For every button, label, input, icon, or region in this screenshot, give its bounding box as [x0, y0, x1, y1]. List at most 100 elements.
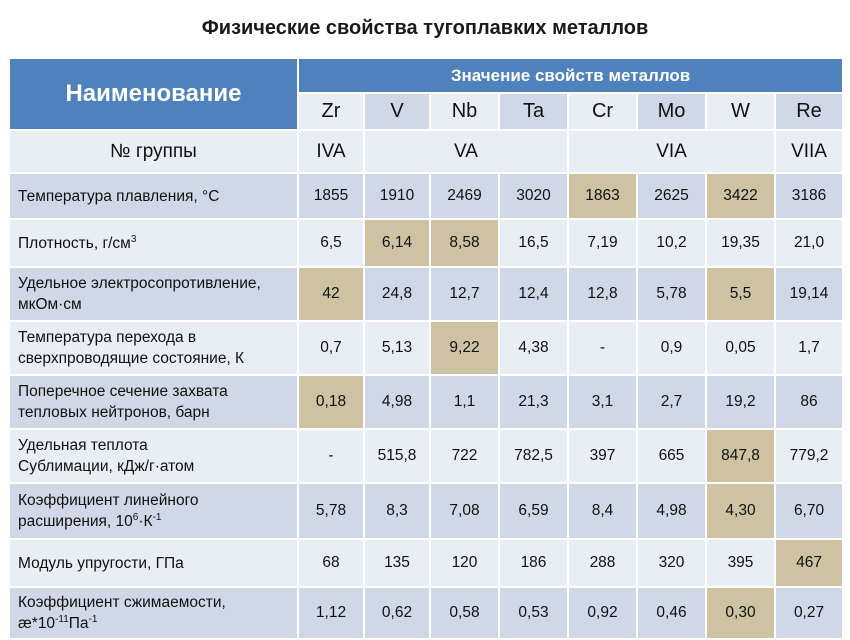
value-cell-re: 0,27	[773, 586, 845, 640]
value-cell-zr: 42	[297, 266, 365, 322]
value-cell-w: 5,5	[705, 266, 776, 322]
value-cell-mo: 2625	[636, 172, 707, 220]
table-row: Модуль упругости, ГПа 68 135 120 186 288 320 39…	[8, 538, 845, 588]
header-values: Значение свойств металлов	[296, 57, 845, 94]
property-label: Коэффициент линейного расширения, 106·К-1	[8, 482, 299, 540]
value-cell-nb: 0,58	[429, 586, 500, 640]
value-cell-re: 779,2	[773, 428, 845, 484]
value-cell-ta: 782,5	[498, 428, 569, 484]
property-label: Удельная теплота Сублимации, кДж/г·атом	[8, 428, 299, 484]
value-cell-zr: 6,5	[297, 218, 365, 268]
metal-header-cr: Cr	[567, 92, 638, 131]
property-label: Поперечное сечение захвата тепловых нейтр…	[8, 374, 299, 430]
value-cell-nb: 12,7	[429, 266, 500, 322]
property-label: Модуль упругости, ГПа	[8, 538, 299, 588]
value-cell-mo: 4,98	[636, 482, 707, 540]
value-cell-ta: 6,59	[498, 482, 569, 540]
value-cell-ta: 186	[498, 538, 569, 588]
value-cell-re: 467	[773, 538, 845, 588]
value-cell-re: 86	[773, 374, 845, 430]
table-row: Температура плавления, °С 1855 1910 2469 302…	[8, 172, 845, 220]
metal-header-mo: Mo	[636, 92, 707, 131]
page-title: Физические свойства тугоплавких металлов	[201, 17, 649, 39]
table-row: Удельная теплота Сублимации, кДж/г·атом -5…	[8, 428, 845, 484]
value-cell-re: 6,70	[773, 482, 845, 540]
value-cell-v: 24,8	[363, 266, 431, 322]
table-row: Температура перехода в сверхпроводящие со…	[8, 320, 845, 376]
value-cell-zr: 1,12	[297, 586, 365, 640]
value-cell-mo: 5,78	[636, 266, 707, 322]
value-cell-cr: 288	[567, 538, 638, 588]
properties-table: Наименование Значение свойств металлов Z…	[8, 57, 845, 640]
value-cell-v: 6,14	[363, 218, 431, 268]
metal-header-row: Zr V Nb Ta Cr Mo W Re	[9, 92, 845, 131]
value-cell-mo: 10,2	[636, 218, 707, 268]
value-cell-nb: 2469	[429, 172, 500, 220]
value-cell-ta: 16,5	[498, 218, 569, 268]
value-cell-cr: 3,1	[567, 374, 638, 430]
value-cell-zr: -	[297, 428, 365, 484]
value-cell-nb: 9,22	[429, 320, 500, 376]
value-cell-cr: -	[567, 320, 638, 376]
value-cell-v: 5,13	[363, 320, 431, 376]
value-cell-ta: 21,3	[498, 374, 569, 430]
property-label: Температура перехода в сверхпроводящие со…	[8, 320, 299, 376]
value-cell-re: 3186	[773, 172, 845, 220]
value-cell-ta: 12,4	[498, 266, 569, 322]
value-cell-re: 1,7	[773, 320, 845, 376]
value-cell-v: 8,3	[363, 482, 431, 540]
value-cell-ta: 3020	[498, 172, 569, 220]
table-row: Плотность, г/см3 6,5 6,14 8,58 16,5 7,19 10,2 1…	[8, 218, 845, 268]
value-cell-w: 847,8	[705, 428, 776, 484]
value-cell-ta: 0,53	[498, 586, 569, 640]
metal-header-zr: Zr	[297, 92, 365, 131]
value-cell-cr: 12,8	[567, 266, 638, 322]
value-cell-nb: 120	[429, 538, 500, 588]
value-cell-cr: 8,4	[567, 482, 638, 540]
value-cell-w: 3422	[705, 172, 776, 220]
value-cell-w: 19,35	[705, 218, 776, 268]
value-cell-zr: 68	[297, 538, 365, 588]
value-cell-v: 135	[363, 538, 431, 588]
group-cell-va: VA	[363, 129, 569, 174]
group-row: № группы IVA VA VIA VIIA	[8, 129, 845, 174]
value-cell-cr: 397	[567, 428, 638, 484]
value-cell-zr: 1855	[297, 172, 365, 220]
group-label: № группы	[8, 129, 299, 174]
property-label: Удельное электросопротивление, мкОм·см	[8, 266, 299, 322]
value-cell-cr: 1863	[567, 172, 638, 220]
value-cell-nb: 7,08	[429, 482, 500, 540]
value-cell-w: 0,30	[705, 586, 776, 640]
group-cell-iva: IVA	[297, 129, 365, 174]
metal-header-nb: Nb	[429, 92, 500, 131]
table-row: Коэффициент линейного расширения, 106·К-1…	[8, 482, 845, 540]
metal-header-w: W	[705, 92, 776, 131]
value-cell-mo: 320	[636, 538, 707, 588]
property-label: Плотность, г/см3	[8, 218, 299, 268]
value-cell-v: 1910	[363, 172, 431, 220]
value-cell-zr: 5,78	[297, 482, 365, 540]
value-cell-nb: 722	[429, 428, 500, 484]
value-cell-w: 395	[705, 538, 776, 588]
value-cell-re: 19,14	[773, 266, 845, 322]
table-row: Удельное электросопротивление, мкОм·см 42 2…	[8, 266, 845, 322]
value-cell-mo: 0,9	[636, 320, 707, 376]
value-cell-mo: 2,7	[636, 374, 707, 430]
property-label: Коэффициент сжимаемости, æ*10-11Па-1	[8, 586, 299, 640]
value-cell-cr: 7,19	[567, 218, 638, 268]
value-cell-v: 0,62	[363, 586, 431, 640]
metal-header-ta: Ta	[498, 92, 569, 131]
value-cell-mo: 0,46	[636, 586, 707, 640]
metal-header-re: Re	[773, 92, 845, 131]
value-cell-w: 4,30	[705, 482, 776, 540]
value-cell-v: 515,8	[363, 428, 431, 484]
value-cell-nb: 1,1	[429, 374, 500, 430]
value-cell-nb: 8,58	[429, 218, 500, 268]
table-row: Поперечное сечение захвата тепловых нейтр…	[8, 374, 845, 430]
value-cell-zr: 0,18	[297, 374, 365, 430]
group-cell-viia: VIIA	[773, 129, 845, 174]
metal-header-v: V	[363, 92, 431, 131]
value-cell-re: 21,0	[773, 218, 845, 268]
value-cell-mo: 665	[636, 428, 707, 484]
value-cell-cr: 0,92	[567, 586, 638, 640]
